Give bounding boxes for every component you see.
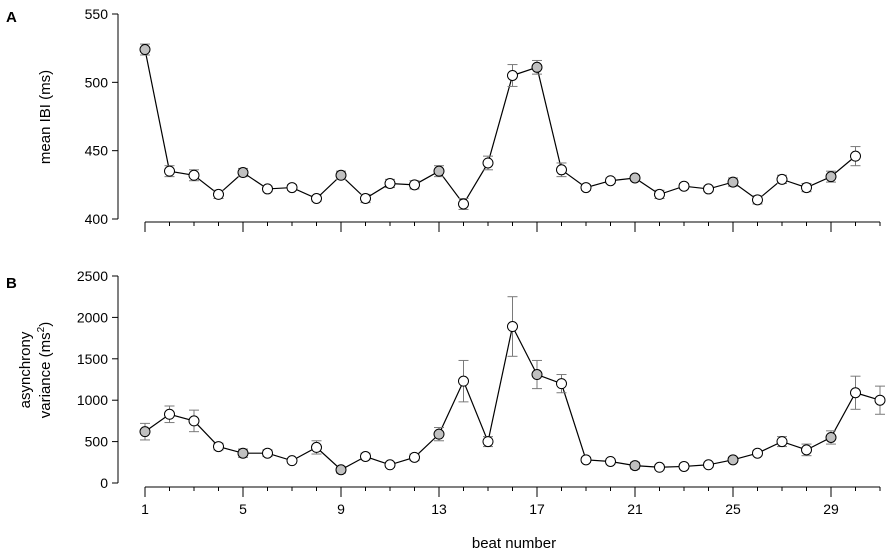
- panel-b-data-point: [776, 436, 788, 448]
- panel-b-data-point: [188, 415, 200, 427]
- panel-b-data-point: [678, 460, 690, 472]
- panel-a-data-point: [825, 171, 837, 183]
- panel-a-data-point: [262, 183, 273, 195]
- panel-b-x-tick-label: 1: [141, 501, 149, 517]
- panel-b-data-point: [433, 428, 445, 440]
- panel-b-data-point: [874, 394, 886, 406]
- panel-a-plot: 400 450 500 550: [85, 6, 881, 232]
- panel-b-x-tick-label: 5: [239, 501, 247, 517]
- panel-a-y-tick-label: 450: [85, 143, 109, 159]
- panel-b-data-point: [311, 441, 322, 453]
- panel-b-x-tick-label: 25: [725, 501, 741, 517]
- panel-b-data-point: [580, 454, 592, 466]
- panel-a-data-point: [678, 180, 690, 192]
- panel-b-letter: B: [6, 275, 17, 292]
- panel-b-data-point: [629, 460, 641, 472]
- panel-a-series-line: [144, 49, 856, 206]
- panel-b-data-point: [409, 451, 420, 463]
- panel-a-data-point: [654, 188, 665, 200]
- panel-b-data-point: [752, 447, 763, 459]
- panel-a-data-point: [360, 193, 371, 204]
- panel-b-x-tick-label: 13: [431, 501, 447, 517]
- panel-b-x-tick-label: 17: [529, 501, 545, 517]
- panel-b-ylabel-end: ): [37, 322, 54, 327]
- panel-b-data-point: [335, 464, 347, 476]
- panel-a-data-point: [139, 44, 151, 56]
- panel-a-data-point: [580, 182, 592, 194]
- panel-a-y-tick-label: 400: [85, 211, 109, 227]
- panel-a-data-point: [458, 198, 469, 210]
- panel-b-y-tick-label: 500: [85, 434, 109, 450]
- panel-a-data-point: [727, 176, 739, 188]
- panel-a-data-point: [482, 157, 494, 169]
- panel-b-x-tick-label: 9: [337, 501, 345, 517]
- panel-b-data-point: [384, 459, 396, 471]
- panel-b-data-point: [286, 455, 298, 467]
- panel-b-data-point: [262, 447, 273, 459]
- panel-b-y-tick-label: 1500: [77, 351, 108, 367]
- panel-b-x-tick-label: 21: [627, 501, 643, 517]
- panel-a-data-point: [311, 193, 322, 204]
- panel-a-data-point: [164, 165, 175, 177]
- panel-a-data-point: [507, 70, 518, 81]
- panel-b-data-point: [654, 461, 665, 473]
- panel-b-y-tick-label: 2000: [77, 309, 108, 325]
- panel-b-ylabel-main: variance (ms: [37, 332, 54, 418]
- panel-b-data-point: [139, 426, 151, 438]
- panel-a-data-point: [286, 182, 298, 194]
- panel-a-data-point: [801, 182, 812, 194]
- panel-b-data-point: [727, 454, 739, 466]
- panel-a-data-point: [776, 173, 788, 185]
- panel-b-data-point: [360, 451, 371, 463]
- panel-b-data-point: [556, 378, 567, 390]
- panel-a-data-point: [556, 164, 567, 176]
- panel-a-data-point: [237, 167, 249, 179]
- panel-b-data-point: [703, 459, 714, 471]
- panel-b-data-point: [801, 444, 812, 456]
- panel-a-data-point: [752, 194, 763, 206]
- panel-b-ylabel-line1: asynchrony: [17, 331, 34, 408]
- panel-b-data-point: [213, 441, 224, 453]
- panel-b-y-tick-label: 0: [100, 475, 108, 491]
- panel-a-data-point: [605, 175, 616, 187]
- panel-a-data-point: [703, 183, 714, 195]
- panel-a-data-point: [384, 177, 396, 189]
- panel-b-data-point: [605, 455, 616, 467]
- panel-b-ylabel-sup: 2: [36, 326, 47, 332]
- panel-a-data-point: [850, 150, 861, 162]
- panel-a-data-point: [335, 169, 347, 181]
- panel-a-data-point: [531, 61, 543, 73]
- panel-b-data-point: [850, 387, 861, 399]
- panel-a-data-point: [213, 188, 224, 200]
- panel-a-y-tick-label: 500: [85, 74, 109, 90]
- panel-a-data-point: [188, 169, 200, 181]
- panel-b-plot: 0 500 1000 1500 2000 2500 1 5 9 13 17 21 25 29: [77, 268, 886, 517]
- panel-b-data-point: [164, 408, 175, 420]
- panel-b-x-tick-label: 29: [823, 501, 839, 517]
- panel-b-data-point: [825, 431, 837, 443]
- panel-b-data-point: [507, 321, 518, 333]
- panel-a-ylabel: mean IBI (ms): [37, 70, 54, 164]
- panel-b-data-point: [531, 369, 543, 381]
- panel-b-data-point: [482, 436, 494, 448]
- panel-a-y-tick-label: 550: [85, 6, 109, 22]
- panel-a-data-point: [629, 172, 641, 184]
- x-axis-label: beat number: [472, 535, 556, 552]
- panel-b-data-point: [458, 375, 469, 387]
- panel-a-data-point: [433, 165, 445, 177]
- panel-b-y-tick-label: 2500: [77, 268, 108, 284]
- panel-b-ylabel-line2: variance (ms2): [36, 322, 54, 418]
- panel-b-data-point: [237, 447, 249, 459]
- panel-a-data-point: [409, 179, 420, 191]
- panel-a-letter: A: [6, 9, 17, 26]
- panel-b-y-tick-label: 1000: [77, 392, 108, 408]
